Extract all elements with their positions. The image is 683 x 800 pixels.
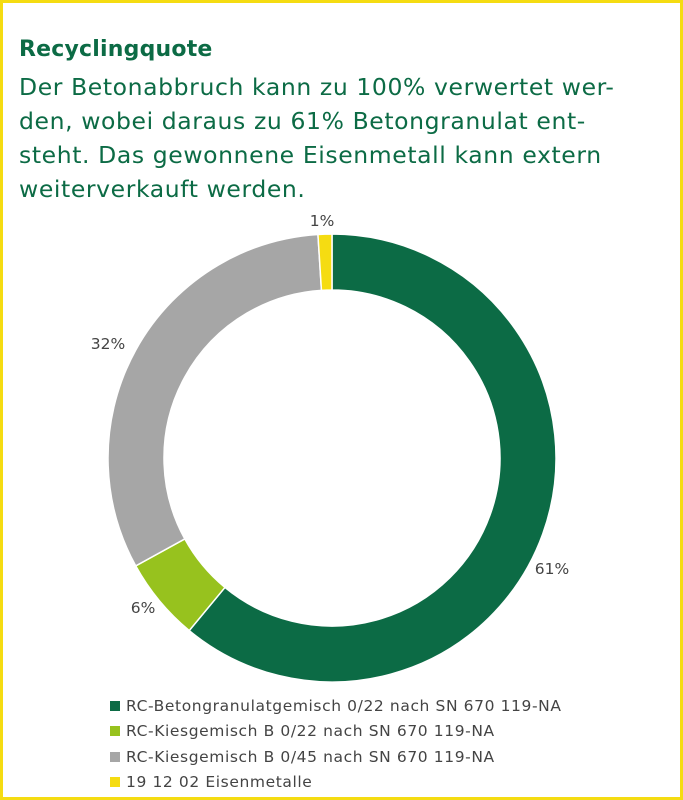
chart-legend: RC-Betongranulatgemisch 0/22 nach SN 670…: [110, 693, 562, 795]
donut-slices: [107, 233, 557, 683]
legend-swatch: [110, 726, 120, 737]
subtitle-line: weiterverkauft werden.: [19, 175, 306, 203]
donut-labels: 61% 6% 32% 1%: [91, 212, 569, 617]
legend-label: RC-Kiesgemisch B 0/45 nach SN 670 119-NA: [126, 747, 495, 766]
chart-subtitle: Der Betonabbruch kann zu 100% verwertet …: [19, 70, 659, 206]
donut-slice: [107, 233, 323, 567]
donut-slice: [317, 233, 333, 292]
legend-item: RC-Betongranulatgemisch 0/22 nach SN 670…: [110, 693, 562, 719]
subtitle-line: steht. Das gewonnene Eisenmetall kann ex…: [19, 141, 602, 169]
slice-value-label: 61%: [535, 560, 569, 578]
chart-title: Recyclingquote: [19, 37, 213, 62]
slice-value-label: 6%: [131, 599, 156, 617]
donut-slice: [188, 233, 557, 683]
donut-chart: 61% 6% 32% 1%: [91, 212, 569, 683]
legend-item: 19 12 02 Eisenmetalle: [110, 770, 562, 796]
legend-swatch: [110, 751, 120, 762]
legend-label: 19 12 02 Eisenmetalle: [126, 773, 313, 792]
legend-swatch: [110, 700, 120, 711]
legend-item: RC-Kiesgemisch B 0/22 nach SN 670 119-NA: [110, 719, 562, 745]
slice-value-label: 1%: [310, 212, 335, 230]
legend-item: RC-Kiesgemisch B 0/45 nach SN 670 119-NA: [110, 744, 562, 770]
legend-swatch: [110, 777, 120, 788]
subtitle-line: den, wobei daraus zu 61% Betongranulat e…: [19, 107, 586, 135]
legend-label: RC-Kiesgemisch B 0/22 nach SN 670 119-NA: [126, 722, 495, 741]
subtitle-line: Der Betonabbruch kann zu 100% verwertet …: [19, 73, 615, 101]
legend-label: RC-Betongranulatgemisch 0/22 nach SN 670…: [126, 696, 562, 715]
slice-value-label: 32%: [91, 335, 125, 353]
